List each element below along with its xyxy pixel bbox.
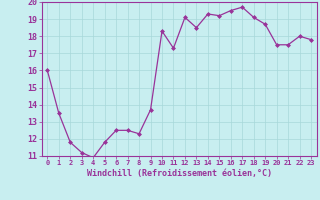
X-axis label: Windchill (Refroidissement éolien,°C): Windchill (Refroidissement éolien,°C) [87,169,272,178]
